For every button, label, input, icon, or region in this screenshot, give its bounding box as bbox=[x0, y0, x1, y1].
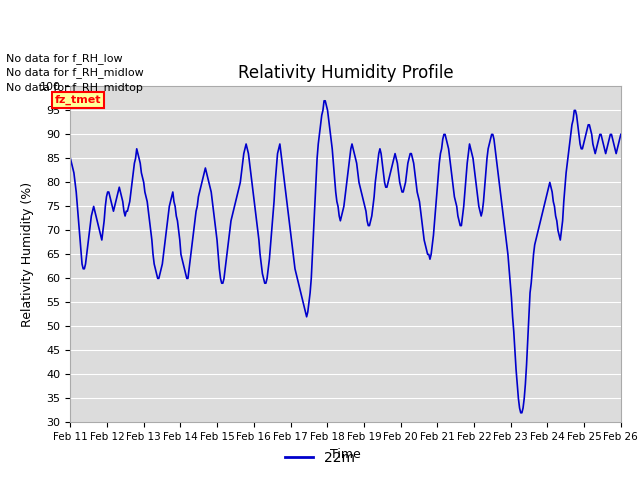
X-axis label: Time: Time bbox=[330, 448, 361, 461]
Text: No data for f_RH_low: No data for f_RH_low bbox=[6, 53, 123, 64]
Y-axis label: Relativity Humidity (%): Relativity Humidity (%) bbox=[21, 182, 34, 327]
Text: No data for f_RH_midlow: No data for f_RH_midlow bbox=[6, 67, 144, 78]
Text: No data for f_RH_midtop: No data for f_RH_midtop bbox=[6, 82, 143, 93]
Title: Relativity Humidity Profile: Relativity Humidity Profile bbox=[238, 64, 453, 82]
Text: fz_tmet: fz_tmet bbox=[54, 95, 101, 105]
Legend: 22m: 22m bbox=[280, 445, 360, 471]
